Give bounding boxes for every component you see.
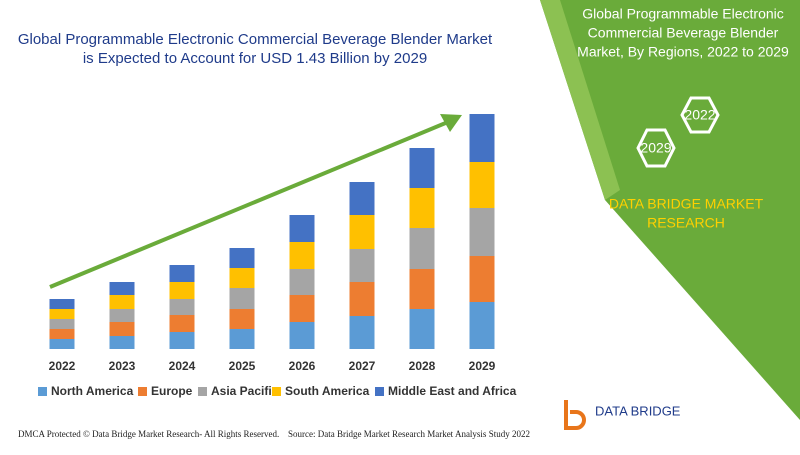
bar-segment: [229, 248, 255, 268]
logo-text: DATA BRIDGE: [595, 403, 681, 418]
x-tick-label: 2027: [349, 359, 376, 373]
bar-segment: [49, 319, 75, 329]
x-tick-label: 2026: [289, 359, 316, 373]
hex-label: 2029: [640, 140, 671, 156]
legend-swatch: [375, 387, 384, 396]
hexagon: [636, 128, 676, 168]
bar-segment: [169, 282, 195, 299]
trend-arrow: [49, 120, 449, 289]
bar-segment: [109, 322, 135, 336]
legend-label: Europe: [151, 384, 193, 398]
bar-segment: [49, 309, 75, 319]
bar-segment: [469, 302, 495, 349]
bar-segment: [349, 282, 375, 316]
panel-title: Market, By Regions, 2022 to 2029: [577, 44, 789, 60]
bar-segment: [229, 268, 255, 288]
legend-label: Asia Pacific: [211, 384, 279, 398]
bar-segment: [109, 295, 135, 309]
bar-segment: [169, 315, 195, 332]
x-tick-label: 2024: [169, 359, 196, 373]
panel-edge: [540, 0, 620, 200]
green-panel: [540, 0, 800, 420]
legend-label: Middle East and Africa: [388, 384, 517, 398]
x-tick-label: 2028: [409, 359, 436, 373]
footer-right: Source: Data Bridge Market Research Mark…: [288, 429, 530, 439]
bar-segment: [169, 332, 195, 349]
chart-title: is Expected to Account for USD 1.43 Bill…: [83, 50, 427, 67]
legend-label: North America: [51, 384, 134, 398]
legend-swatch: [38, 387, 47, 396]
bar-segment: [349, 316, 375, 349]
bar-segment: [409, 228, 435, 269]
bar-segment: [349, 215, 375, 249]
bar-segment: [109, 282, 135, 295]
footer-left: DMCA Protected © Data Bridge Market Rese…: [18, 429, 279, 439]
bar-segment: [289, 322, 315, 349]
bar-segment: [409, 148, 435, 188]
x-tick-label: 2025: [229, 359, 256, 373]
legend-label: South America: [285, 384, 370, 398]
bar-segment: [409, 269, 435, 309]
logo-icon: [564, 400, 586, 430]
bar-segment: [469, 162, 495, 208]
bar-segment: [289, 269, 315, 295]
legend-swatch: [138, 387, 147, 396]
bar-segment: [469, 114, 495, 162]
bar-segment: [469, 208, 495, 256]
bar-segment: [109, 309, 135, 322]
legend-swatch: [198, 387, 207, 396]
bar-segment: [469, 256, 495, 302]
bar-segment: [289, 295, 315, 322]
bar-segment: [109, 336, 135, 349]
bar-segment: [229, 329, 255, 349]
hexagon: [680, 96, 720, 134]
x-tick-label: 2029: [469, 359, 496, 373]
bar-segment: [169, 299, 195, 315]
bar-segment: [49, 339, 75, 349]
bar-segment: [409, 188, 435, 228]
hex-label: 2022: [684, 107, 715, 123]
bar-segment: [169, 265, 195, 282]
arrow-head: [440, 114, 462, 132]
x-tick-label: 2023: [109, 359, 136, 373]
panel-title: Global Programmable Electronic: [582, 6, 784, 22]
bar-segment: [229, 309, 255, 329]
bar-segment: [49, 299, 75, 309]
bar-segment: [349, 249, 375, 282]
bar-segment: [289, 242, 315, 269]
panel-title: Commercial Beverage Blender: [588, 25, 779, 41]
bar-segment: [49, 329, 75, 339]
chart-title: Global Programmable Electronic Commercia…: [18, 31, 493, 48]
bar-segment: [289, 215, 315, 242]
brand-text: DATA BRIDGE MARKET: [609, 196, 764, 212]
legend-swatch: [272, 387, 281, 396]
brand-text: RESEARCH: [647, 215, 725, 231]
bar-segment: [229, 288, 255, 309]
bar-segment: [409, 309, 435, 349]
x-tick-label: 2022: [49, 359, 76, 373]
bar-segment: [349, 182, 375, 215]
